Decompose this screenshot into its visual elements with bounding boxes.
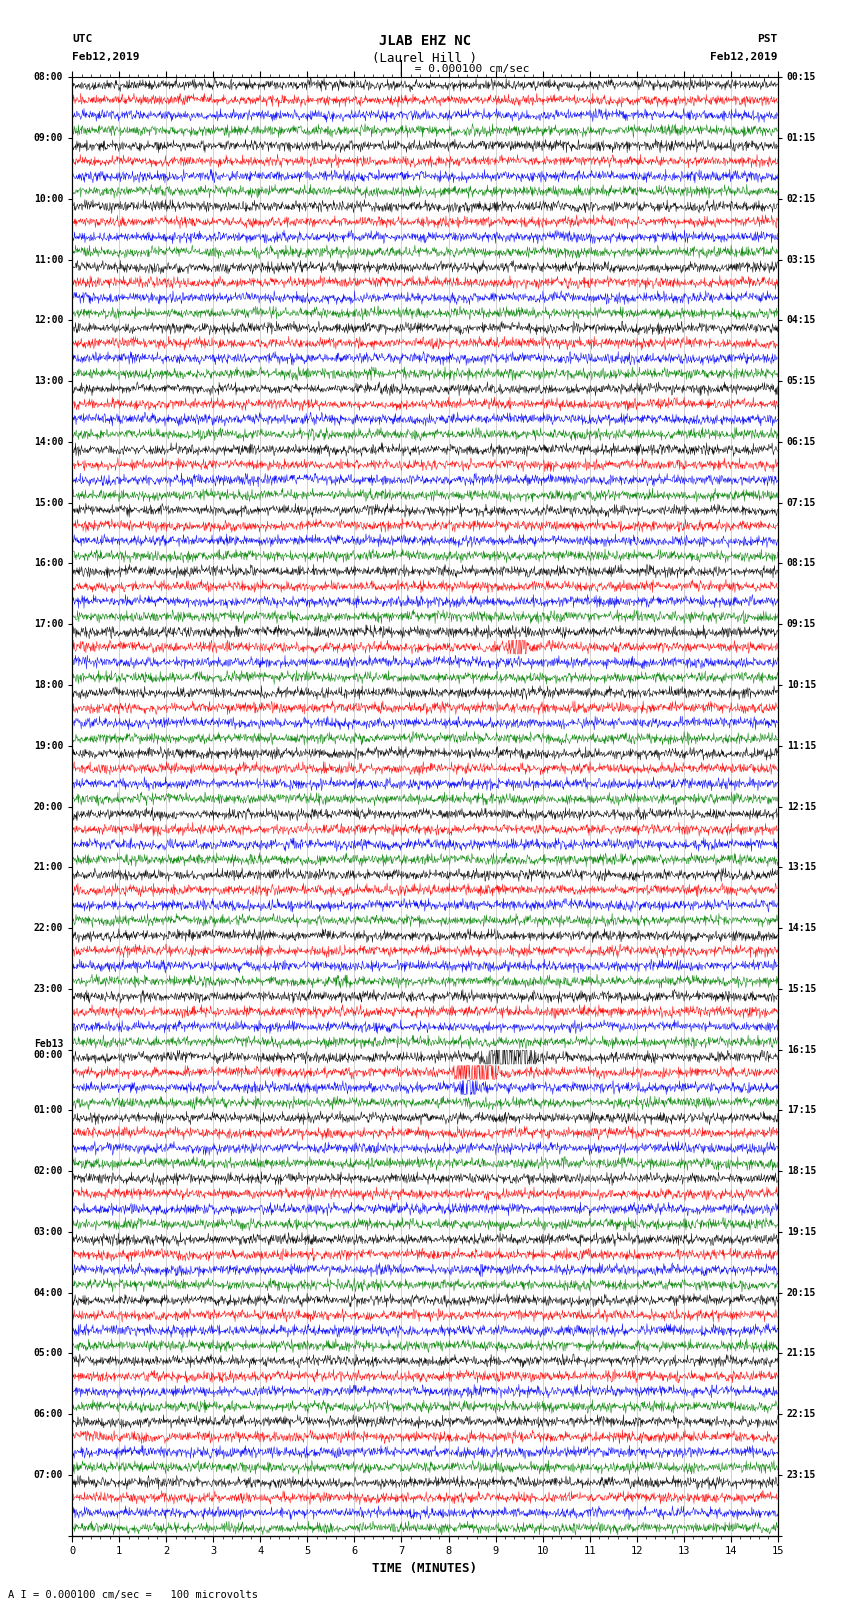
Text: UTC: UTC (72, 34, 93, 44)
Text: Feb12,2019: Feb12,2019 (711, 52, 778, 61)
X-axis label: TIME (MINUTES): TIME (MINUTES) (372, 1561, 478, 1574)
Text: JLAB EHZ NC: JLAB EHZ NC (379, 34, 471, 48)
Text: Feb12,2019: Feb12,2019 (72, 52, 139, 61)
Text: PST: PST (757, 34, 778, 44)
Text: A I = 0.000100 cm/sec =   100 microvolts: A I = 0.000100 cm/sec = 100 microvolts (8, 1590, 258, 1600)
Text: (Laurel Hill ): (Laurel Hill ) (372, 52, 478, 65)
Text: = 0.000100 cm/sec: = 0.000100 cm/sec (408, 65, 530, 74)
